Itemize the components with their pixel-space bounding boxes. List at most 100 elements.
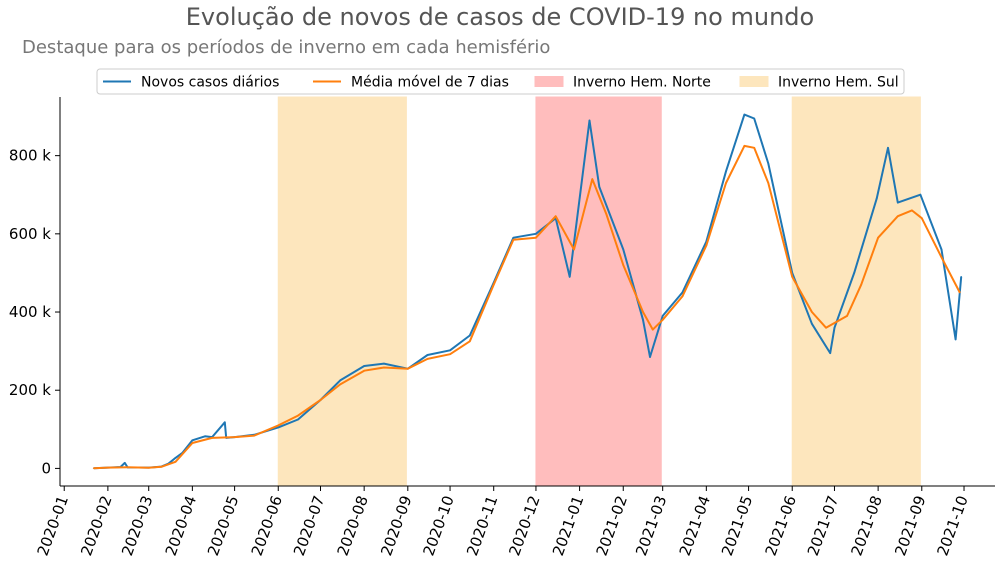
series-0-point-49	[875, 197, 878, 200]
series-1-point-31	[681, 295, 684, 298]
series-1-point-8	[233, 436, 236, 438]
series-0-point-13	[223, 421, 226, 424]
series-0-point-26	[468, 334, 471, 337]
series-1-point-32	[705, 244, 708, 247]
series-0-point-53	[940, 248, 943, 251]
series-1-point-7	[211, 437, 213, 439]
series-1-point-47	[958, 291, 961, 294]
series-0-point-32	[588, 119, 591, 122]
series-1-point-6	[191, 442, 194, 444]
series-0-point-54	[954, 338, 957, 341]
x-tick-label: 2021-05	[718, 493, 756, 558]
series-0-point-11	[204, 435, 206, 438]
legend-label-1: Média móvel de 7 dias	[351, 75, 509, 91]
legend-label-0: Novos casos diários	[141, 75, 279, 91]
series-1-point-18	[449, 353, 451, 356]
series-1-point-14	[363, 369, 365, 372]
series-0-point-35	[642, 319, 644, 321]
x-tick-label: 2020-05	[204, 493, 242, 558]
series-1-point-42	[877, 236, 879, 239]
series-1-point-21	[512, 238, 515, 241]
series-1-point-29	[652, 328, 654, 331]
x-tick-label: 2020-09	[377, 493, 415, 558]
x-tick-label: 2020-10	[419, 493, 457, 558]
series-0-point-50	[887, 147, 889, 149]
series-0-point-47	[833, 326, 836, 329]
series-1-point-12	[319, 399, 322, 401]
legend: Novos casos diários Média móvel de 7 dias…	[96, 68, 905, 95]
series-0-point-28	[512, 236, 515, 239]
series-0-point-42	[753, 117, 756, 120]
series-0-point-18	[297, 418, 299, 421]
series-1-point-45	[920, 217, 923, 219]
series-1-point-22	[535, 236, 537, 239]
series-1-point-24	[573, 248, 575, 251]
series-0-point-40	[725, 170, 727, 173]
series-0-point-38	[681, 291, 684, 294]
legend-label-3: Inverno Hem. Sul	[778, 75, 899, 91]
x-tick-label: 2021-01	[549, 493, 587, 558]
series-1-point-28	[642, 311, 644, 313]
series-1-point-20	[492, 283, 495, 286]
series-1-point-43	[897, 215, 899, 218]
x-tick-label: 2020-03	[118, 493, 156, 558]
series-0-point-31	[568, 276, 571, 278]
series-0-point-20	[339, 379, 342, 382]
y-tick-label: 400 k	[9, 303, 51, 321]
series-0-point-22	[383, 362, 385, 365]
series-0-point-33	[598, 186, 601, 188]
series-0-point-51	[897, 201, 899, 204]
series-0-point-21	[363, 365, 365, 367]
x-tick-label: 2021-02	[593, 493, 631, 558]
series-1-point-35	[753, 147, 756, 149]
legend-box	[96, 68, 905, 95]
x-tick-label: 2020-07	[290, 493, 328, 558]
series-1-point-1	[107, 466, 109, 469]
series-1-point-23	[554, 215, 557, 218]
y-tick-label: 800 k	[9, 147, 51, 165]
x-tick-label: 2021-07	[804, 493, 842, 558]
series-0-point-43	[767, 162, 770, 165]
series-1-point-46	[940, 256, 943, 259]
x-tick-label: 2020-08	[334, 493, 372, 558]
legend-label-2: Inverno Hem. Norte	[573, 75, 711, 91]
series-0-point-52	[919, 193, 922, 196]
x-tick-label: 2021-06	[762, 493, 800, 558]
series-0-point-8	[174, 457, 177, 459]
series-1-point-40	[846, 315, 848, 317]
series-line-1	[93, 144, 961, 470]
chart-subtitle: Destaque para os períodos de inverno em …	[22, 37, 551, 58]
series-0-point-45	[811, 322, 813, 325]
series-1-point-10	[277, 424, 280, 427]
series-1-point-30	[661, 319, 664, 321]
x-tick-label: 2021-09	[891, 493, 929, 558]
series-1-point-38	[811, 311, 813, 313]
series-1-point-26	[605, 213, 608, 216]
x-tick-label: 2020-12	[505, 493, 543, 558]
x-tick-label: 2020-06	[248, 493, 286, 558]
series-1-point-34	[743, 145, 746, 147]
y-tick-label: 600 k	[9, 225, 51, 243]
series-lines	[92, 113, 963, 470]
series-1-point-17	[426, 358, 429, 360]
series-0-point-10	[191, 439, 194, 442]
series-1-point-3	[147, 466, 150, 469]
x-tick-label: 2020-02	[77, 493, 115, 558]
shaded-regions	[277, 96, 921, 487]
x-tick-label: 2020-11	[463, 493, 501, 558]
series-1-point-37	[791, 276, 794, 278]
x-tick-label: 2020-01	[34, 493, 72, 558]
series-1-point-39	[825, 326, 827, 329]
series-0-point-46	[829, 352, 832, 354]
series-1-point-13	[339, 383, 342, 386]
x-tick-label: 2021-03	[632, 493, 670, 558]
series-0-point-29	[535, 233, 537, 235]
series-1-point-0	[92, 467, 95, 469]
shaded-region-2	[791, 96, 921, 487]
chart-title: Evolução de novos de casos de COVID-19 n…	[185, 3, 815, 31]
series-1-point-25	[591, 178, 594, 180]
series-0-point-24	[426, 354, 429, 356]
series-1-point-15	[383, 366, 385, 369]
x-tick-label: 2020-04	[162, 493, 200, 558]
